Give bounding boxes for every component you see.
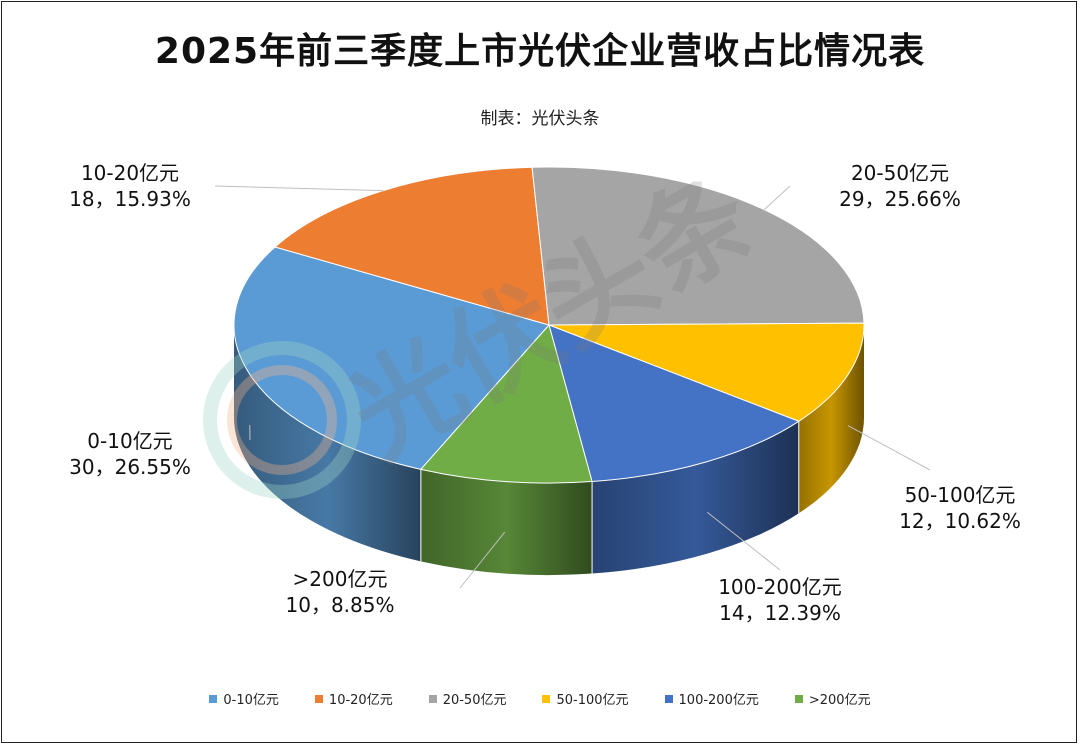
legend-item-100-200: 100-200亿元 [664,689,759,708]
data-label-0-10: 0-10亿元 30，26.55% [40,428,220,480]
label-value: 30，26.55% [69,455,191,479]
legend-item-over-200: >200亿元 [794,689,871,708]
label-category: >200亿元 [292,567,388,591]
leader-line-100-200 [706,511,781,571]
label-value: 10，8.85% [285,593,395,617]
legend-label: 50-100亿元 [556,693,629,708]
pie-slice-100-200 [548,324,800,483]
watermark-logo-ring-icon [227,365,337,475]
pie-side-shade-over-200 [420,469,593,575]
chart-subtitle: 制表：光伏头条 [480,109,600,129]
data-label-over-200: >200亿元 10，8.85% [250,566,430,618]
data-label-20-50: 20-50亿元 29，25.66% [800,160,1000,212]
legend-item-0-10: 0-10亿元 [209,689,279,708]
legend-swatch [794,694,803,703]
legend-swatch [314,694,323,703]
label-category: 20-50亿元 [850,161,950,185]
legend-swatch [428,694,437,703]
legend-item-50-100: 50-100亿元 [542,689,629,708]
label-category: 10-20亿元 [80,161,180,185]
pie-slice-over-200 [419,323,593,484]
legend-label: 0-10亿元 [223,693,279,708]
label-value: 12，10.62% [899,509,1021,533]
label-category: 100-200亿元 [718,575,842,599]
legend-item-20-50: 20-50亿元 [428,689,507,708]
legend-swatch [542,694,551,703]
label-category: 0-10亿元 [87,429,173,453]
leader-line-20-50 [763,185,791,211]
pie-side-shade-100-200 [592,421,799,574]
pie-side-shade-50-100 [798,325,864,514]
pie-slice-50-100 [548,322,865,422]
legend-label: 20-50亿元 [442,693,507,708]
leader-lines [214,185,931,589]
label-value: 18，15.93% [69,187,191,211]
label-value: 29，25.66% [839,187,961,211]
watermark-logo-icon [203,341,361,499]
legend-label: 100-200亿元 [678,693,759,708]
legend-label: >200亿元 [808,693,871,708]
leader-line-10-20 [214,185,384,192]
data-label-10-20: 10-20亿元 18，15.93% [30,160,230,212]
leader-line-50-100 [847,425,931,471]
data-label-100-200: 100-200亿元 14，12.39% [680,574,880,626]
leader-line-over-200 [459,531,506,589]
legend-item-10-20: 10-20亿元 [314,689,393,708]
chart-title: 2025年前三季度上市光伏企业营收占比情况表 [154,31,926,72]
pie-side-shade-0-10 [233,325,421,562]
pie-slice-20-50 [531,166,865,326]
legend-swatch [209,694,218,703]
legend-swatch [664,694,673,703]
pie-sides [233,325,864,575]
pie-slices [233,166,865,484]
label-category: 50-100亿元 [904,483,1016,507]
legend-label: 10-20亿元 [328,693,393,708]
label-value: 14，12.39% [719,601,841,625]
data-label-50-100: 50-100亿元 12，10.62% [860,482,1060,534]
chart-legend: 0-10亿元 10-20亿元 20-50亿元 50-100亿元 100-200亿元 >20… [0,689,1080,708]
